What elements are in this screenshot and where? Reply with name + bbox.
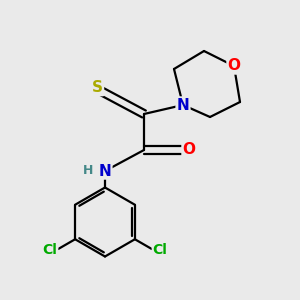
Text: Cl: Cl — [42, 244, 57, 257]
Text: O: O — [182, 142, 196, 158]
Text: S: S — [92, 80, 103, 95]
Text: Cl: Cl — [153, 244, 168, 257]
Text: H: H — [83, 164, 94, 178]
Text: N: N — [99, 164, 111, 178]
Text: O: O — [227, 58, 241, 74]
Text: N: N — [177, 98, 189, 112]
